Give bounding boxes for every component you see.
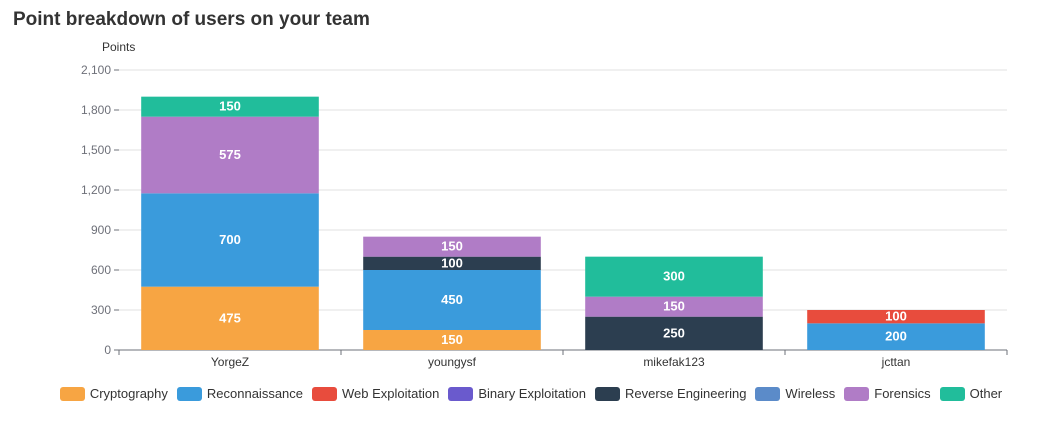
y-tick-label: 0 <box>104 343 111 357</box>
bar-segment <box>141 193 319 287</box>
y-tick-label: 2,100 <box>81 63 111 77</box>
legend-label: Cryptography <box>89 386 168 401</box>
legend-item[interactable]: Reconnaissance <box>176 386 304 401</box>
legend-label: Web Exploitation <box>342 386 440 401</box>
legend-item[interactable]: Other <box>939 386 1003 401</box>
y-tick-label: 1,200 <box>81 183 111 197</box>
legend-item[interactable]: Wireless <box>755 386 835 401</box>
legend-swatch <box>448 386 474 401</box>
legend-item[interactable]: Web Exploitation <box>312 386 439 401</box>
y-tick-label: 900 <box>91 223 111 237</box>
bar-segment <box>141 286 319 350</box>
data-label: 200 <box>885 329 907 344</box>
data-label: 150 <box>441 239 463 254</box>
x-tick-label: youngysf <box>428 355 477 369</box>
x-tick-label: YorgeZ <box>211 355 249 369</box>
y-tick-label: 1,800 <box>81 103 111 117</box>
data-label: 450 <box>441 292 463 307</box>
data-label: 475 <box>219 310 241 325</box>
data-label: 100 <box>441 255 463 270</box>
legend-swatch <box>312 386 338 401</box>
legend-item[interactable]: Reverse Engineering <box>595 386 746 401</box>
bar-segment <box>585 256 763 297</box>
legend-swatch <box>176 386 202 401</box>
chart-legend: Cryptography Reconnaissance Web Exploitati… <box>0 386 1062 401</box>
legend-swatch <box>844 386 870 401</box>
y-tick-label: 1,500 <box>81 143 111 157</box>
bar-segment <box>807 323 985 350</box>
legend-item[interactable]: Binary Exploitation <box>448 386 586 401</box>
legend-swatch <box>595 386 621 401</box>
bar-segment <box>585 296 763 317</box>
y-tick-label: 600 <box>91 263 111 277</box>
y-tick-label: 300 <box>91 303 111 317</box>
bar-segment <box>363 236 541 257</box>
data-label: 150 <box>663 299 685 314</box>
data-label: 250 <box>663 325 685 340</box>
bar-segment <box>363 270 541 330</box>
data-label: 100 <box>885 309 907 324</box>
bar-segment <box>363 330 541 350</box>
bar-segment <box>363 256 541 270</box>
legend-item[interactable]: Cryptography <box>59 386 168 401</box>
legend-swatch <box>59 386 85 401</box>
y-axis-label: Points <box>102 40 135 54</box>
legend-label: Reverse Engineering <box>625 386 747 401</box>
stacked-bar-chart: 0 300 600 900 1,200 1,500 1,800 2,100 Points Yorg… <box>81 40 1008 369</box>
legend-label: Binary Exploitation <box>478 386 587 401</box>
legend-label: Reconnaissance <box>206 386 304 401</box>
data-label: 300 <box>663 269 685 284</box>
bar-segment <box>585 316 763 350</box>
legend-swatch <box>755 386 781 401</box>
data-label: 575 <box>219 147 241 162</box>
legend-label: Other <box>969 386 1003 401</box>
bar-segment <box>141 116 319 194</box>
data-label: 150 <box>219 99 241 114</box>
legend-label: Wireless <box>785 386 836 401</box>
bar-segment <box>141 96 319 117</box>
legend-swatch <box>939 386 965 401</box>
chart-title: Point breakdown of users on your team <box>13 9 370 30</box>
data-label: 700 <box>219 232 241 247</box>
data-label: 150 <box>441 332 463 347</box>
legend-item[interactable]: Forensics <box>844 386 931 401</box>
legend-label: Forensics <box>874 386 931 401</box>
x-tick-label: mikefak123 <box>643 355 705 369</box>
bar-segment <box>807 310 985 324</box>
x-tick-label: jcttan <box>881 355 911 369</box>
